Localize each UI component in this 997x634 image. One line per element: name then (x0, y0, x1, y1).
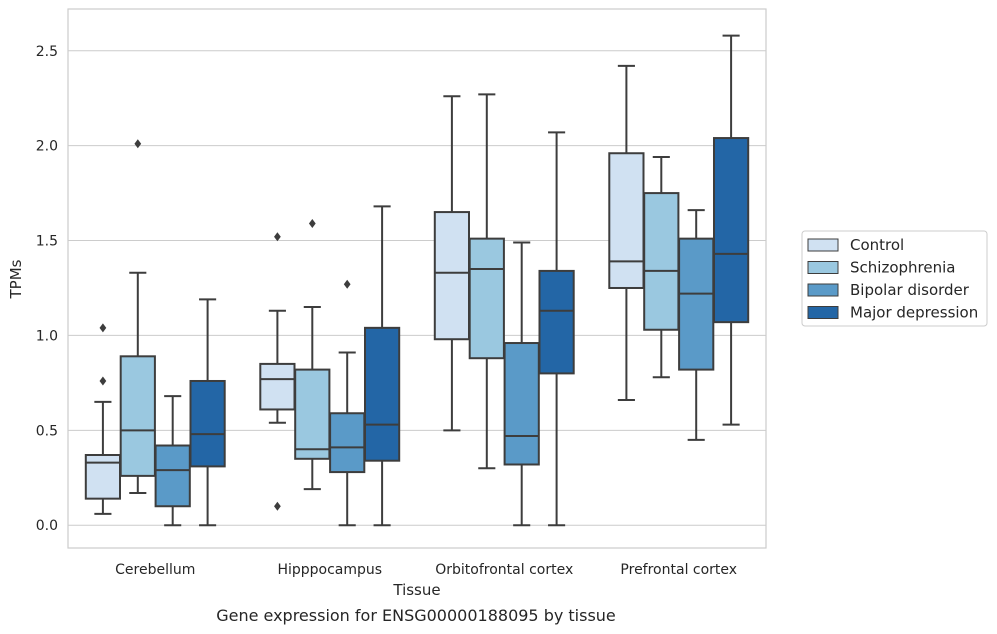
outlier-point (308, 218, 316, 228)
box (503, 342, 540, 466)
legend-label: Major depression (850, 304, 978, 322)
y-axis-label: TPMs (7, 259, 25, 299)
legend-swatch (807, 306, 839, 319)
box (608, 152, 645, 289)
x-tick-label: Prefrontal cortex (620, 562, 737, 578)
outlier-point (134, 139, 142, 149)
y-tick-label: 2.5 (36, 44, 58, 60)
y-tick-label: 1.5 (36, 234, 58, 250)
y-tick-label: 0.0 (36, 518, 58, 534)
plot-frame (67, 8, 767, 549)
box (468, 237, 505, 360)
x-tick-labels: Cerebellum Hipppocampus Orbitofrontal cort… (115, 562, 737, 578)
box-group (468, 93, 505, 470)
box (294, 368, 331, 460)
y-tick-label: 0.5 (36, 423, 58, 439)
box (643, 192, 680, 331)
box-group (189, 298, 226, 527)
box (678, 237, 715, 371)
legend-label: Control (850, 236, 904, 254)
legend-label: Schizophrenia (850, 259, 955, 277)
box (119, 355, 156, 477)
box (363, 326, 401, 462)
box (154, 444, 191, 508)
outlier-point (99, 376, 107, 386)
x-tick-label: Hipppocampus (277, 562, 382, 578)
box (712, 137, 750, 324)
figure-caption: Gene expression for ENSG00000188095 by t… (216, 606, 616, 625)
outlier-point (274, 501, 281, 511)
y-tick-label: 2.0 (36, 139, 58, 155)
box-group (259, 232, 296, 511)
box-group (84, 323, 122, 515)
box (538, 269, 575, 375)
box-group (503, 241, 540, 527)
y-tick-label: 1.0 (36, 328, 58, 344)
box (259, 362, 296, 411)
x-tick-label: Cerebellum (115, 562, 195, 578)
outlier-point (343, 279, 351, 289)
x-axis-label: Tissue (392, 581, 440, 599)
legend: Control Schizophrenia Bipolar disorder Majo… (801, 230, 988, 327)
box-group (643, 156, 680, 379)
legend-frame (801, 230, 988, 327)
legend-label: Bipolar disorder (850, 281, 970, 299)
box (84, 454, 122, 500)
grid-lines (68, 50, 766, 526)
box (433, 211, 471, 341)
box (329, 412, 366, 474)
legend-swatch (807, 238, 839, 252)
box-group (329, 279, 366, 527)
x-tick-label: Orbitofrontal cortex (435, 562, 573, 578)
legend-swatch (807, 283, 839, 297)
box-group (363, 205, 401, 527)
box-group (294, 218, 331, 491)
legend-items: Control Schizophrenia Bipolar disorder Majo… (807, 236, 978, 322)
box (189, 379, 226, 468)
legend-swatch (807, 261, 839, 274)
box-group (538, 131, 575, 527)
y-tick-labels: 0.0 0.5 1.0 1.5 2.0 2.5 (36, 44, 58, 534)
outlier-point (99, 323, 107, 333)
outlier-point (274, 232, 281, 242)
box-group (433, 95, 471, 432)
box-group (154, 395, 191, 527)
box-layer (84, 34, 750, 527)
box-group (608, 64, 645, 401)
box-group (678, 209, 715, 441)
box-group (119, 139, 156, 494)
box-group (712, 34, 750, 426)
